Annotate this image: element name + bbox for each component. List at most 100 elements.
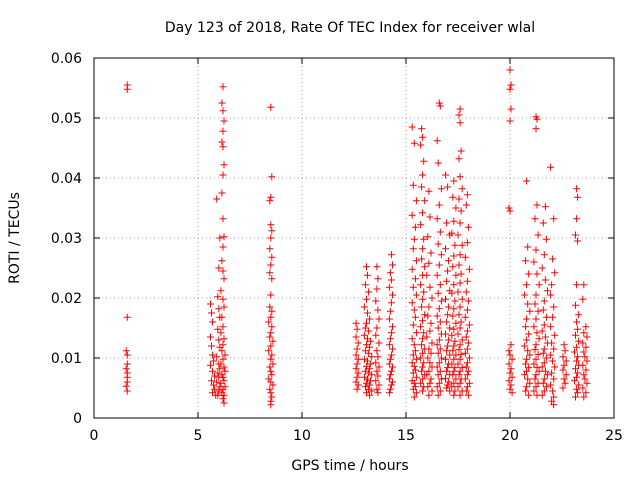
data-point xyxy=(434,391,442,399)
data-point xyxy=(218,99,226,107)
data-point xyxy=(530,323,538,331)
data-point xyxy=(548,369,556,377)
data-point xyxy=(434,240,442,248)
data-point xyxy=(373,285,381,293)
data-point xyxy=(532,291,540,299)
data-point xyxy=(454,360,462,368)
data-point xyxy=(268,227,276,235)
data-point xyxy=(417,141,425,149)
data-point xyxy=(525,330,533,338)
data-point xyxy=(207,361,214,369)
data-point xyxy=(444,183,452,191)
data-point xyxy=(352,351,360,359)
data-point xyxy=(409,369,417,377)
data-point xyxy=(533,201,541,209)
data-point xyxy=(387,329,395,337)
data-point xyxy=(363,379,370,387)
data-point xyxy=(410,235,418,243)
data-point xyxy=(268,393,276,401)
data-point xyxy=(580,393,588,401)
x-axis-label: GPS time / hours xyxy=(291,458,408,474)
data-point xyxy=(454,383,462,391)
data-point xyxy=(218,138,226,146)
data-point xyxy=(562,371,570,379)
data-point xyxy=(449,371,457,379)
data-point xyxy=(507,105,515,113)
data-point xyxy=(354,355,362,363)
data-point xyxy=(457,318,465,326)
data-point xyxy=(573,281,581,289)
data-point xyxy=(462,363,470,371)
data-point xyxy=(363,295,370,303)
data-point xyxy=(574,369,582,377)
data-point xyxy=(433,383,441,391)
data-point xyxy=(218,189,226,197)
data-point xyxy=(562,357,570,365)
data-point xyxy=(267,313,275,321)
data-point xyxy=(575,381,583,389)
data-point xyxy=(443,367,451,375)
data-point xyxy=(266,385,274,393)
data-point xyxy=(580,281,588,289)
data-point xyxy=(266,303,274,311)
data-point xyxy=(573,385,581,393)
data-point xyxy=(418,255,426,263)
data-point xyxy=(412,355,420,363)
data-point xyxy=(353,373,361,381)
data-point xyxy=(463,239,471,247)
data-point xyxy=(417,379,425,387)
data-point xyxy=(209,318,217,326)
data-point xyxy=(365,327,373,335)
data-point xyxy=(219,341,227,349)
data-point xyxy=(456,341,464,349)
data-point xyxy=(550,401,558,409)
data-point xyxy=(506,385,514,393)
data-point xyxy=(217,287,225,295)
data-point xyxy=(450,177,458,185)
data-point xyxy=(541,333,549,341)
data-point xyxy=(417,354,425,362)
data-point xyxy=(450,367,458,375)
data-point xyxy=(506,85,514,93)
data-point xyxy=(424,233,432,241)
data-point xyxy=(268,323,276,331)
data-point xyxy=(458,241,466,249)
data-point xyxy=(449,312,457,320)
data-point xyxy=(436,281,444,289)
data-point xyxy=(530,258,538,266)
data-point xyxy=(523,367,531,375)
data-point xyxy=(213,378,221,386)
data-point xyxy=(364,357,371,365)
x-tick-label: 15 xyxy=(397,428,415,444)
data-point xyxy=(428,339,436,347)
data-point xyxy=(526,351,534,359)
data-point xyxy=(417,281,425,289)
data-point xyxy=(412,389,420,397)
data-point xyxy=(417,221,425,229)
data-point xyxy=(220,335,228,343)
data-point xyxy=(506,117,514,125)
data-point xyxy=(457,147,465,155)
data-point xyxy=(267,401,275,409)
data-point xyxy=(540,321,548,329)
data-point xyxy=(386,371,394,379)
data-point xyxy=(533,329,541,337)
data-point xyxy=(266,363,274,371)
data-point xyxy=(550,345,558,353)
data-point xyxy=(540,345,548,353)
data-point xyxy=(551,269,559,277)
data-point xyxy=(507,81,515,89)
data-point xyxy=(420,235,428,243)
data-point xyxy=(389,363,396,371)
y-tick-label: 0.02 xyxy=(51,291,82,307)
y-tick-label: 0 xyxy=(73,411,82,427)
data-point xyxy=(364,271,371,279)
data-point xyxy=(368,371,376,379)
data-point xyxy=(579,339,587,347)
data-point xyxy=(353,345,361,353)
data-point xyxy=(265,347,273,355)
data-point xyxy=(446,351,454,359)
data-point xyxy=(364,375,371,383)
data-point xyxy=(522,360,530,368)
data-point xyxy=(410,393,418,401)
